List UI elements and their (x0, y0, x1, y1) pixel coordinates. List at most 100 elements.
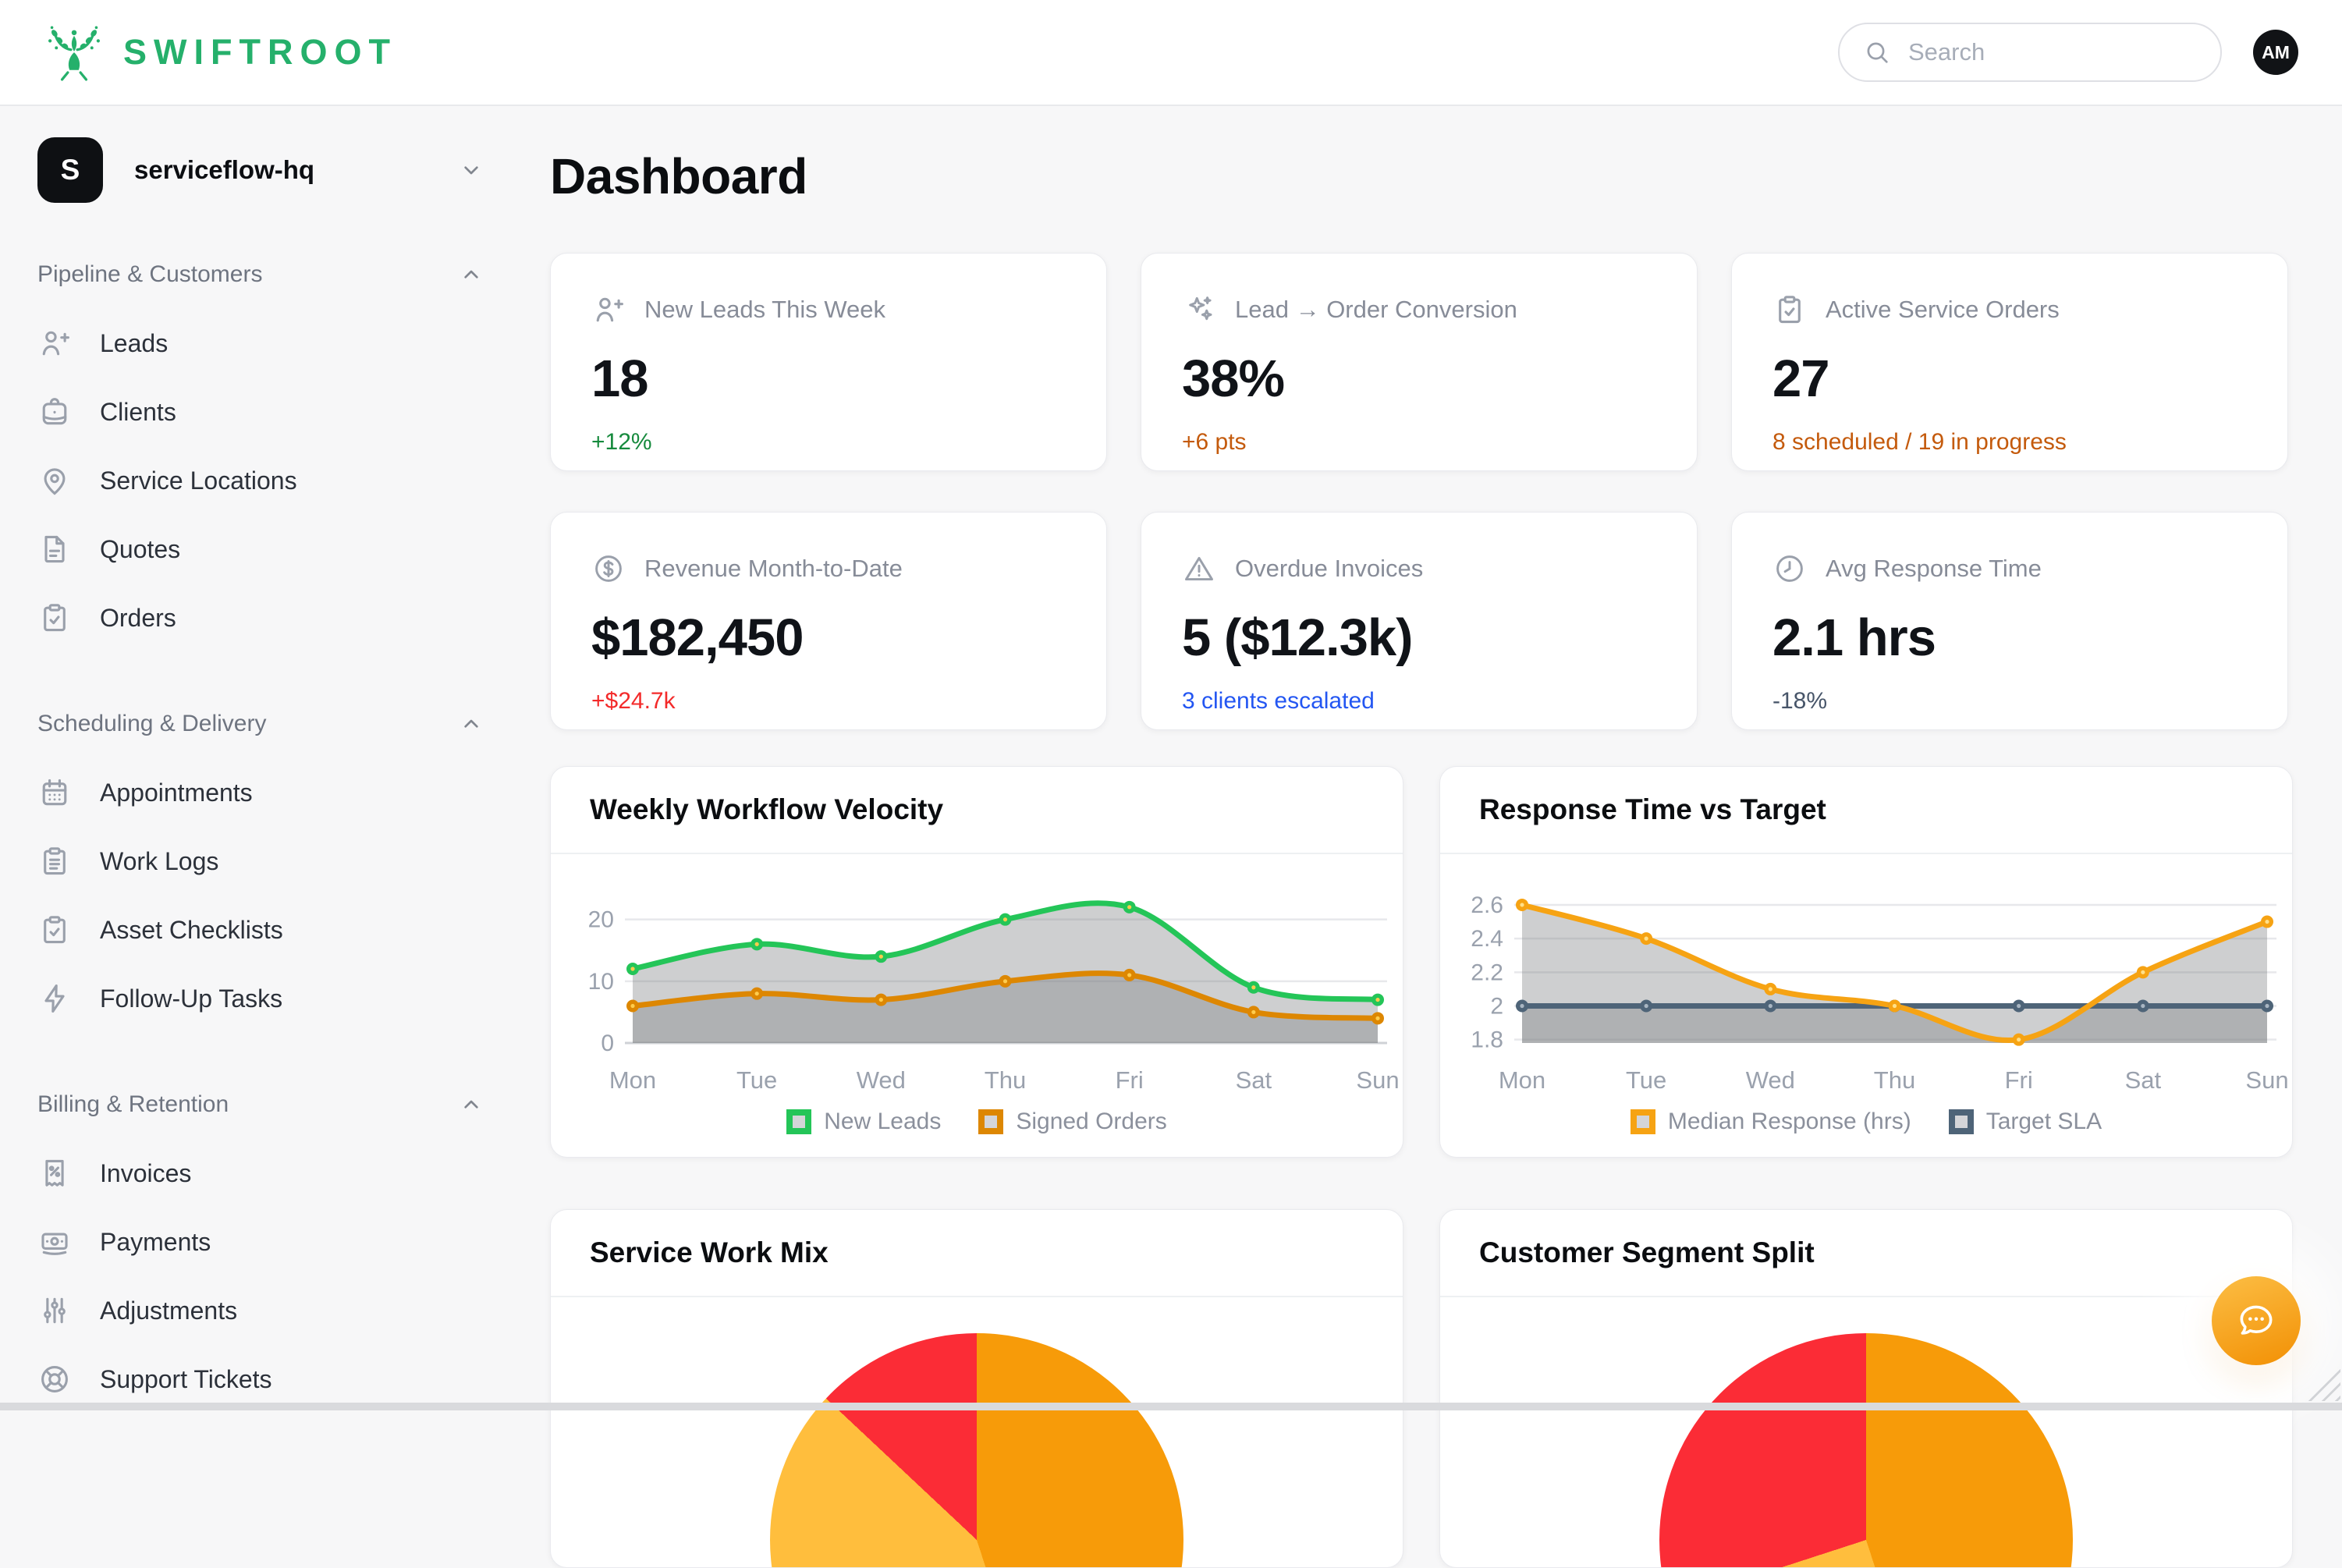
org-switcher[interactable]: S serviceflow-hq (37, 137, 484, 203)
sidebar-item-asset-checklists[interactable]: Asset Checklists (37, 896, 546, 964)
sidebar-item-clients[interactable]: Clients (37, 378, 546, 446)
stat-value: 2.1 hrs (1772, 608, 1936, 667)
svg-text:Sun: Sun (2245, 1066, 2288, 1094)
chat-fab[interactable] (2212, 1276, 2301, 1365)
service-work-mix-card: Service Work Mix (550, 1209, 1403, 1568)
weekly-workflow-velocity-card: Weekly Workflow Velocity 0 10 20 Mon Tue Wed T… (550, 766, 1403, 1158)
stat-value: 18 (591, 349, 649, 408)
legend-item: Median Response (hrs) (1630, 1109, 1911, 1135)
escalated-clients-link[interactable]: 3 clients escalated (1182, 688, 1375, 714)
search-icon (1863, 38, 1891, 66)
stat-label: Avg Response Time (1826, 555, 2042, 582)
legend-swatch (1948, 1109, 1974, 1134)
sidebar-item-follow-up-tasks[interactable]: Follow-Up Tasks (37, 964, 546, 1033)
legend-label: New Leads (824, 1109, 942, 1134)
stat-delta: +12% (591, 429, 652, 455)
clipboard-check-icon (37, 601, 72, 635)
svg-text:Wed: Wed (1746, 1066, 1795, 1094)
stat-label: Lead → Order Conversion (1235, 296, 1517, 323)
chart-title: Customer Segment Split (1440, 1210, 2292, 1297)
avatar[interactable]: AM (2253, 30, 2298, 75)
stat-value: $182,450 (591, 608, 804, 667)
service-work-mix-pie (770, 1333, 1183, 1567)
section-header-pipeline[interactable]: Pipeline & Customers (37, 259, 484, 290)
chevron-down-icon (459, 158, 484, 183)
chart-title: Weekly Workflow Velocity (551, 767, 1403, 854)
map-pin-icon (37, 463, 72, 498)
sidebar-item-appointments[interactable]: Appointments (37, 758, 546, 827)
stat-label: Overdue Invoices (1235, 555, 1424, 582)
file-text-icon (37, 532, 72, 566)
sparkles-icon (1182, 293, 1216, 327)
legend-swatch (786, 1109, 812, 1134)
legend-label: Median Response (hrs) (1667, 1109, 1911, 1134)
svg-text:2.4: 2.4 (1471, 926, 1503, 952)
chevron-up-icon (459, 1092, 484, 1117)
svg-text:Sun: Sun (1356, 1066, 1399, 1094)
sidebar-item-adjustments[interactable]: Adjustments (37, 1276, 546, 1345)
response-time-vs-target-chart: 1.8 2 2.2 2.4 2.6 Mon Tue Wed Thu Fri Sat Sun (1440, 865, 2292, 1099)
svg-text:0: 0 (601, 1031, 614, 1056)
stat-detail: 8 scheduled / 19 in progress (1772, 429, 2067, 455)
brand-name: SWIFTROOT (123, 32, 397, 72)
sidebar-item-work-logs[interactable]: Work Logs (37, 827, 546, 896)
sidebar-item-service-locations[interactable]: Service Locations (37, 446, 546, 515)
clock-icon (1772, 552, 1807, 586)
alert-triangle-icon (1182, 552, 1216, 586)
banknote-icon (37, 1225, 72, 1259)
svg-text:Sat: Sat (2125, 1066, 2162, 1094)
receipt-percent-icon (37, 1156, 72, 1190)
user-plus-icon (37, 326, 72, 360)
chart-title: Response Time vs Target (1440, 767, 2292, 854)
stat-value: 5 ($12.3k) (1182, 608, 1413, 667)
section-header-scheduling[interactable]: Scheduling & Delivery (37, 708, 484, 740)
chat-bubble-icon (2235, 1300, 2277, 1342)
clipboard-check-icon (1772, 293, 1807, 327)
svg-text:Thu: Thu (1874, 1066, 1915, 1094)
legend-item: Target SLA (1948, 1109, 2102, 1135)
svg-text:Wed: Wed (857, 1066, 906, 1094)
brand[interactable]: SWIFTROOT (44, 20, 397, 85)
swiftroot-logo-icon (44, 20, 105, 85)
stat-delta: +6 pts (1182, 429, 1247, 455)
chart-legend: Median Response (hrs) Target SLA (1440, 1099, 2292, 1157)
page-title: Dashboard (550, 148, 807, 204)
stat-card-new-leads: New Leads This Week 18 +12% (550, 253, 1107, 471)
sidebar-item-leads[interactable]: Leads (37, 309, 546, 378)
legend-item: Signed Orders (978, 1109, 1167, 1135)
sidebar-item-payments[interactable]: Payments (37, 1208, 546, 1276)
main-content: Dashboard New Leads This Week 18 +12% Le… (550, 106, 2294, 1568)
sidebar-item-quotes[interactable]: Quotes (37, 515, 546, 584)
horizontal-scrollbar[interactable] (0, 1403, 2342, 1410)
legend-label: Signed Orders (1016, 1109, 1167, 1134)
stat-card-conversion: Lead → Order Conversion 38% +6 pts (1141, 253, 1698, 471)
chevron-up-icon (459, 711, 484, 736)
svg-text:Tue: Tue (736, 1066, 777, 1094)
calendar-icon (37, 775, 72, 810)
legend-swatch (1630, 1109, 1655, 1134)
stat-value: 38% (1182, 349, 1285, 408)
stat-label: Active Service Orders (1826, 296, 2060, 323)
chart-title: Service Work Mix (551, 1210, 1403, 1297)
stat-label: New Leads This Week (644, 296, 886, 323)
svg-text:2.2: 2.2 (1471, 960, 1503, 985)
search-input[interactable] (1907, 37, 2197, 67)
svg-text:10: 10 (588, 969, 614, 995)
pies-row: Service Work Mix Customer Segment Split (550, 1209, 2294, 1568)
sliders-icon (37, 1293, 72, 1328)
org-name: serviceflow-hq (134, 155, 315, 184)
svg-text:Tue: Tue (1626, 1066, 1666, 1094)
svg-text:2.6: 2.6 (1471, 892, 1503, 918)
stat-value: 27 (1772, 349, 1830, 408)
sidebar-item-invoices[interactable]: Invoices (37, 1139, 546, 1208)
user-plus-icon (591, 293, 626, 327)
sidebar-item-orders[interactable]: Orders (37, 584, 546, 652)
stat-card-overdue-invoices: Overdue Invoices 5 ($12.3k) 3 clients es… (1141, 512, 1698, 730)
search-box[interactable] (1838, 23, 2222, 82)
section-header-billing[interactable]: Billing & Retention (37, 1089, 484, 1120)
clipboard-list-icon (37, 844, 72, 878)
svg-text:Thu: Thu (985, 1066, 1026, 1094)
sidebar-item-support-tickets[interactable]: Support Tickets (37, 1345, 546, 1414)
life-buoy-icon (37, 1362, 72, 1396)
legend-label: Target SLA (1985, 1109, 2102, 1134)
